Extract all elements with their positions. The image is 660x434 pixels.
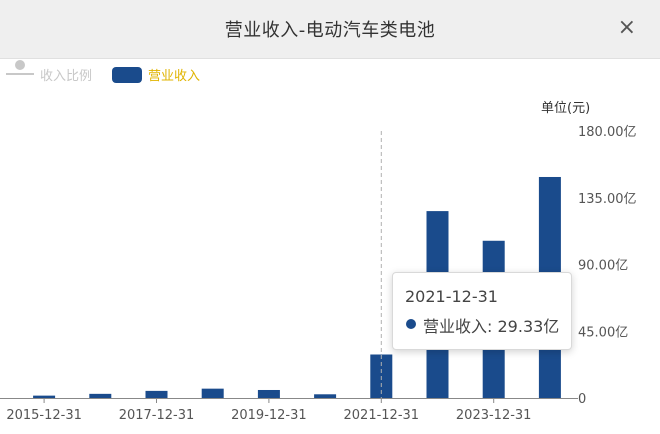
legend-label-income-ratio: 收入比例 [40,69,93,84]
bar-2020-12-31[interactable] [314,394,337,398]
x-tick-label: 2017-12-31 [119,408,195,423]
x-tick-label: 2019-12-31 [231,408,307,423]
y-tick-label: 0 [578,392,586,407]
x-tick-label: 2023-12-31 [456,408,532,423]
tooltip-value-row: 营业收入: 29.33亿 [423,317,560,336]
tooltip-series-dot [406,319,416,329]
tooltip-value: 29.33亿 [497,317,560,336]
tooltip-date: 2021-12-31 [405,287,498,306]
legend-label-revenue: 营业收入 [148,69,201,84]
dialog-title: 营业收入-电动汽车类电池 [224,20,436,41]
chart-tooltip: 2021-12-31 营业收入: 29.33亿 [392,272,572,350]
bar-2017-12-31[interactable] [145,390,168,398]
x-axis-ticks: 2015-12-31 2017-12-31 2019-12-31 2021-12-31… [6,398,531,423]
bar-2016-12-31[interactable] [89,393,112,398]
legend-bar-icon [112,67,142,83]
legend-dot-icon [15,60,25,70]
y-tick-label: 180.00亿 [578,125,637,140]
y-axis-unit-label: 单位(元) [541,101,591,116]
tooltip-series-name: 营业收入 [423,317,488,336]
y-tick-label: 90.00亿 [578,259,628,274]
x-tick-label: 2015-12-31 [6,408,82,423]
bar-2018-12-31[interactable] [201,388,224,398]
bar-2015-12-31[interactable] [33,395,56,398]
y-axis-ticks: 0 45.00亿 90.00亿 135.00亿 180.00亿 [578,125,637,407]
bar-2019-12-31[interactable] [257,389,280,398]
y-tick-label: 135.00亿 [578,192,637,207]
dialog-header: 营业收入-电动汽车类电池 × [0,0,660,59]
legend-line-icon [6,73,34,75]
close-icon[interactable]: × [617,15,636,40]
y-tick-label: 45.00亿 [578,325,628,340]
x-tick-label: 2021-12-31 [344,408,420,423]
